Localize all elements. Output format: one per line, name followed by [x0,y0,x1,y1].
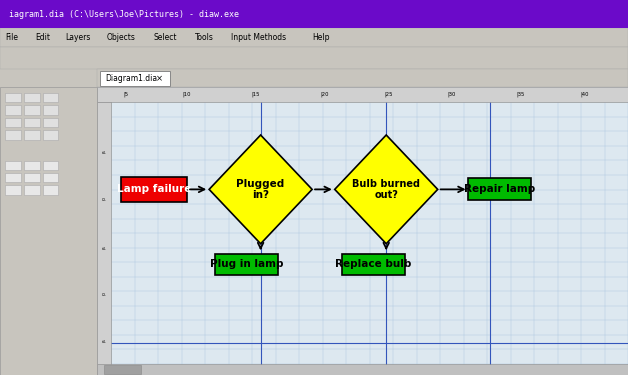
Bar [43,130,58,140]
Text: |5: |5 [102,245,106,249]
Polygon shape [335,135,438,244]
Text: iagram1.dia (C:\Users\Joe\Pictures) - diaw.exe: iagram1.dia (C:\Users\Joe\Pictures) - di… [9,10,239,18]
Bar [97,87,628,102]
Bar [121,177,187,202]
Bar [342,254,405,275]
Text: Edit: Edit [35,33,50,42]
Bar [0,28,628,47]
Text: Tools: Tools [195,33,214,42]
Text: |5: |5 [124,92,129,97]
Text: Replace bulb: Replace bulb [335,260,412,269]
Text: Select: Select [154,33,177,42]
Text: |5: |5 [102,338,106,342]
Bar [5,173,21,182]
Bar [43,173,58,182]
Bar [24,173,40,182]
Bar [24,93,40,102]
Bar [24,105,40,115]
Bar [24,118,40,127]
Text: ×: × [156,74,163,83]
Text: |10: |10 [182,92,191,97]
Text: Plug in lamp: Plug in lamp [210,260,284,269]
Text: File: File [5,33,18,42]
Bar [0,0,628,28]
Text: Repair lamp: Repair lamp [464,184,536,194]
Bar [5,118,21,127]
Text: |25: |25 [384,92,392,97]
Bar [5,130,21,140]
Bar [0,47,628,69]
Bar [97,69,628,87]
Text: |5: |5 [102,150,106,153]
FancyBboxPatch shape [100,70,170,86]
Bar [43,160,58,170]
Bar [468,178,531,200]
Bar [5,160,21,170]
Text: |35: |35 [517,92,525,97]
Bar [0,87,97,375]
Text: Lamp failure: Lamp failure [117,184,191,194]
Text: Bulb burned
out?: Bulb burned out? [352,178,420,200]
Bar [97,102,111,375]
Bar [43,185,58,195]
Text: |40: |40 [580,92,588,97]
Bar [43,105,58,115]
Text: |0: |0 [102,196,106,200]
Bar [43,118,58,127]
Text: Input Methods: Input Methods [231,33,286,42]
Polygon shape [209,135,312,244]
Bar [5,105,21,115]
Bar [104,365,141,374]
Text: Layers: Layers [65,33,90,42]
Text: Diagram1.dia: Diagram1.dia [105,74,157,83]
Text: |0: |0 [102,291,106,295]
Bar [5,93,21,102]
Text: Plugged
in?: Plugged in? [237,178,284,200]
Text: Help: Help [312,33,330,42]
Bar [97,364,628,375]
Text: |30: |30 [448,92,456,97]
Bar [215,254,278,275]
Bar [43,93,58,102]
Bar [24,130,40,140]
Bar [5,185,21,195]
Bar [97,87,628,375]
Bar [24,185,40,195]
Bar [24,160,40,170]
Text: |15: |15 [251,92,260,97]
Text: |20: |20 [320,92,328,97]
Text: Objects: Objects [107,33,136,42]
